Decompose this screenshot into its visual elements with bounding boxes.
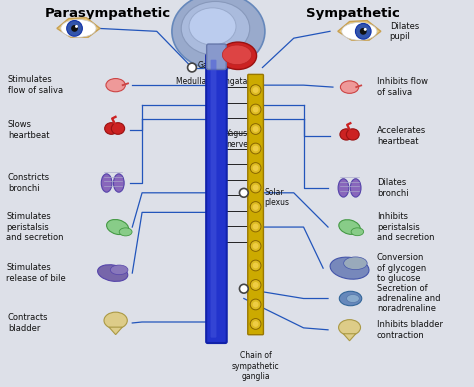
Text: Solar
plexus: Solar plexus: [264, 188, 290, 207]
Text: Stimulates
flow of saliva: Stimulates flow of saliva: [8, 75, 63, 95]
Circle shape: [250, 163, 261, 173]
Polygon shape: [57, 18, 100, 37]
Circle shape: [356, 24, 371, 39]
Ellipse shape: [113, 174, 124, 192]
Ellipse shape: [106, 79, 125, 92]
Circle shape: [71, 25, 78, 32]
Polygon shape: [109, 327, 122, 335]
Circle shape: [253, 165, 258, 171]
Circle shape: [253, 321, 258, 327]
Ellipse shape: [110, 265, 128, 275]
FancyBboxPatch shape: [206, 54, 227, 343]
Text: Slows
heartbeat: Slows heartbeat: [8, 120, 49, 140]
Ellipse shape: [219, 42, 256, 70]
Circle shape: [253, 146, 258, 151]
Circle shape: [250, 123, 261, 134]
Ellipse shape: [119, 228, 132, 236]
Text: Stimulates
peristalsis
and secretion: Stimulates peristalsis and secretion: [6, 212, 64, 242]
Circle shape: [364, 28, 367, 31]
Text: Ganglion: Ganglion: [198, 61, 232, 70]
Ellipse shape: [222, 45, 252, 65]
Text: Chain of
sympathetic
ganglia: Chain of sympathetic ganglia: [232, 351, 279, 381]
Text: Yagus
nerve: Yagus nerve: [226, 129, 248, 149]
Circle shape: [253, 185, 258, 190]
Text: Contracts
bladder: Contracts bladder: [8, 313, 48, 333]
Circle shape: [253, 224, 258, 229]
Ellipse shape: [351, 228, 364, 236]
Ellipse shape: [342, 22, 377, 40]
Circle shape: [360, 28, 367, 35]
Ellipse shape: [105, 123, 118, 134]
Circle shape: [253, 282, 258, 288]
Ellipse shape: [339, 291, 362, 306]
Text: Secretion of
adrenaline and
noradrenaline: Secretion of adrenaline and noradrenalin…: [377, 284, 440, 313]
Text: Stimulates
release of bile: Stimulates release of bile: [6, 264, 66, 283]
Ellipse shape: [340, 129, 353, 140]
Circle shape: [250, 299, 261, 310]
Circle shape: [75, 25, 78, 28]
Circle shape: [239, 188, 248, 197]
Text: Parasympathetic: Parasympathetic: [45, 7, 171, 20]
Ellipse shape: [189, 8, 236, 45]
Text: Inhibits flow
of saliva: Inhibits flow of saliva: [377, 77, 428, 97]
Ellipse shape: [98, 265, 128, 281]
Polygon shape: [343, 334, 356, 341]
FancyBboxPatch shape: [248, 74, 264, 335]
Circle shape: [250, 260, 261, 271]
Circle shape: [250, 182, 261, 193]
Circle shape: [253, 243, 258, 249]
Ellipse shape: [101, 174, 112, 192]
Ellipse shape: [104, 312, 128, 329]
Circle shape: [250, 279, 261, 290]
Ellipse shape: [330, 257, 369, 279]
Ellipse shape: [181, 2, 250, 55]
Circle shape: [253, 301, 258, 307]
Circle shape: [253, 204, 258, 210]
Ellipse shape: [172, 0, 265, 70]
Polygon shape: [338, 21, 381, 40]
Circle shape: [67, 21, 82, 36]
Circle shape: [239, 284, 248, 293]
Ellipse shape: [346, 295, 359, 303]
FancyBboxPatch shape: [210, 60, 217, 337]
Text: Medulla oblongata: Medulla oblongata: [176, 77, 248, 86]
Circle shape: [253, 106, 258, 113]
Circle shape: [250, 241, 261, 252]
Circle shape: [250, 319, 261, 329]
Text: Dilates
bronchi: Dilates bronchi: [377, 178, 409, 198]
Text: Sympathetic: Sympathetic: [306, 7, 400, 20]
Ellipse shape: [111, 123, 125, 134]
Ellipse shape: [339, 220, 360, 235]
Text: Accelerates
heartbeat: Accelerates heartbeat: [377, 126, 426, 146]
Circle shape: [250, 104, 261, 115]
Ellipse shape: [350, 179, 361, 197]
Circle shape: [250, 221, 261, 232]
Ellipse shape: [338, 179, 349, 197]
Circle shape: [250, 143, 261, 154]
Ellipse shape: [61, 20, 96, 37]
Text: Inhibits bladder
contraction: Inhibits bladder contraction: [377, 320, 443, 339]
Ellipse shape: [107, 219, 128, 235]
Ellipse shape: [340, 81, 359, 93]
Circle shape: [253, 262, 258, 269]
Text: Constricts
bronchi: Constricts bronchi: [8, 173, 50, 193]
Circle shape: [253, 126, 258, 132]
Circle shape: [188, 63, 196, 72]
Circle shape: [250, 85, 261, 96]
FancyBboxPatch shape: [207, 44, 226, 70]
Text: Inhibits
peristalsis
and secretion: Inhibits peristalsis and secretion: [377, 212, 435, 242]
Text: Conversion
of glycogen
to glucose: Conversion of glycogen to glucose: [377, 253, 426, 283]
Circle shape: [250, 202, 261, 212]
Ellipse shape: [344, 257, 367, 270]
Ellipse shape: [338, 320, 361, 335]
Circle shape: [253, 87, 258, 93]
Text: Dilates
pupil: Dilates pupil: [390, 22, 419, 41]
Ellipse shape: [346, 129, 359, 140]
